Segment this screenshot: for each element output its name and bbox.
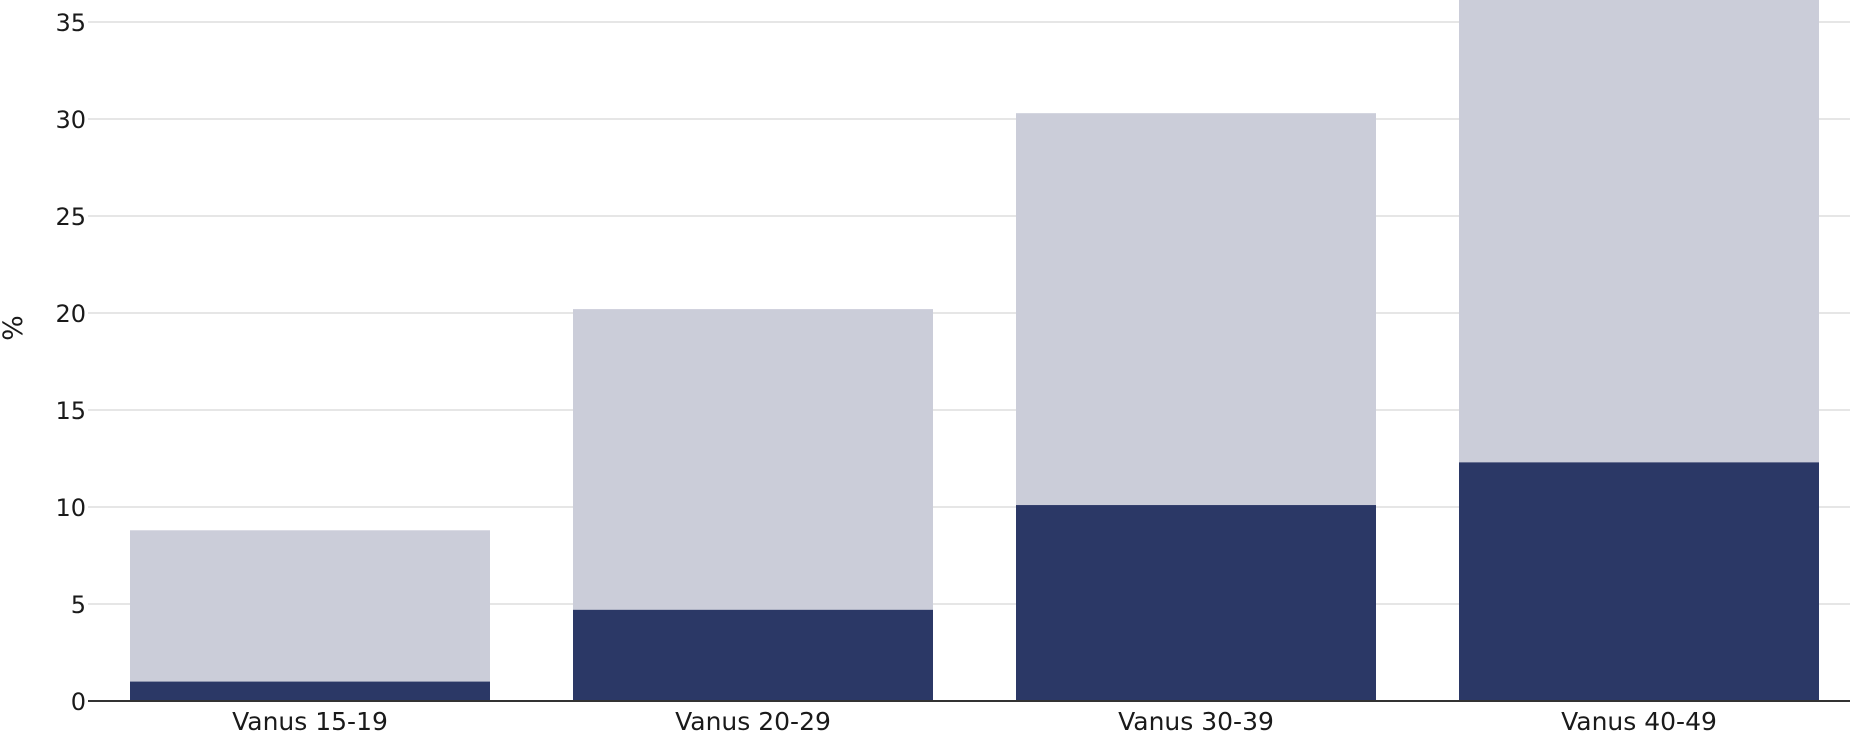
x-axis-labels: Vanus 15-19 Vanus 20-29 Vanus 30-39 Vanus 4…: [232, 707, 1717, 734]
y-tick-label-15: 15: [55, 397, 86, 425]
gridlines: [88, 21, 1850, 605]
y-tick-label-5: 5: [71, 591, 86, 619]
y-axis-title: %: [0, 315, 29, 341]
bars: [130, 0, 1819, 702]
y-tick-label-30: 30: [55, 106, 86, 134]
x-tick-label-4: Vanus 40-49: [1561, 707, 1717, 734]
y-tick-label-0: 0: [71, 688, 86, 716]
bar-series1-1: [130, 530, 490, 702]
y-tick-label-35: 35: [55, 9, 86, 37]
y-tick-label-10: 10: [55, 494, 86, 522]
bar-series2-2: [573, 609, 933, 702]
bar-series2-1: [130, 681, 490, 702]
x-tick-label-1: Vanus 15-19: [232, 707, 388, 734]
bar-series2-4: [1459, 462, 1819, 702]
x-tick-label-3: Vanus 30-39: [1118, 707, 1274, 734]
y-tick-label-20: 20: [55, 300, 86, 328]
y-tick-label-25: 25: [55, 203, 86, 231]
bar-series2-3: [1016, 505, 1376, 702]
x-tick-label-2: Vanus 20-29: [675, 707, 831, 734]
y-axis-ticks: 0 5 10 15 20 25 30 35: [55, 9, 86, 716]
